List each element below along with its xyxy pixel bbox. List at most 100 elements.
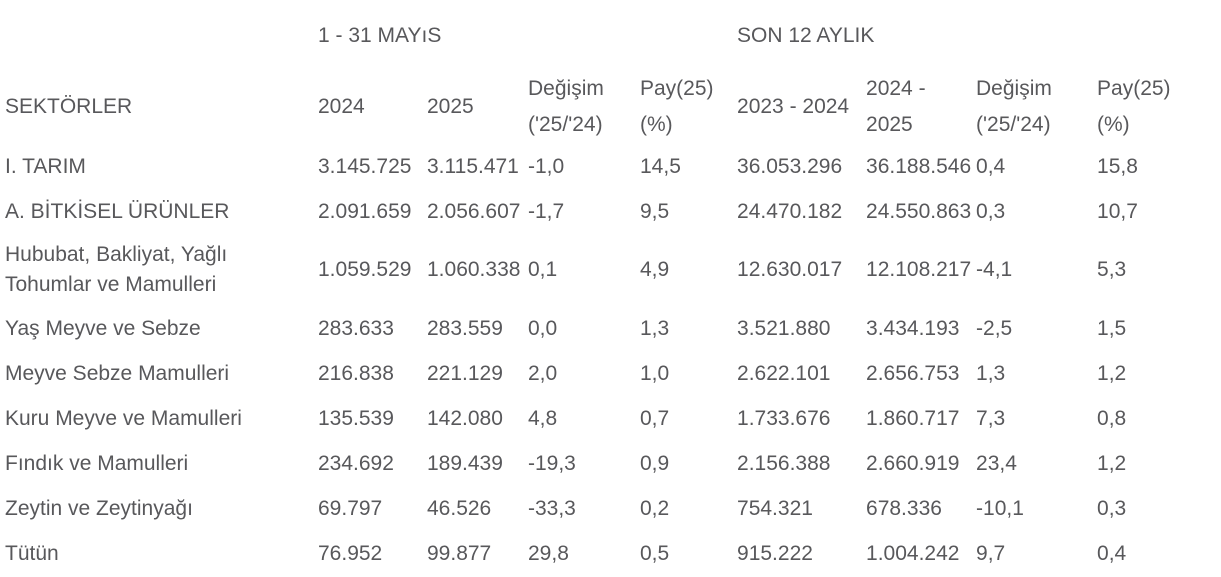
group-header-empty <box>5 6 318 56</box>
value-cell: 0,8 <box>1097 406 1127 430</box>
value-cell: 2.656.753 <box>866 361 960 385</box>
value-cell: 5,3 <box>1097 258 1127 281</box>
table-row: A. BİTKİSEL ÜRÜNLER 2.091.659 2.056.607 -1,… <box>5 189 1221 234</box>
value-cell: 135.539 <box>318 406 394 430</box>
value-cell: 915.222 <box>737 541 813 565</box>
column-header-line2: (%) <box>1097 113 1130 136</box>
column-header-sector: SEKTÖRLER <box>5 56 318 144</box>
group-header-may: 1 - 31 MAYıS <box>318 6 737 56</box>
value-cell: 0,3 <box>976 199 1006 223</box>
value-cell: 3.521.880 <box>737 316 831 340</box>
column-header-line1: Değişim <box>528 77 604 100</box>
table-body: I. TARIM 3.145.725 3.115.471 -1,0 14,5 36.053… <box>5 144 1221 576</box>
value-cell: 0,4 <box>976 154 1006 178</box>
value-cell: 0,0 <box>528 316 558 340</box>
column-header-line2: ('25/'24) <box>976 113 1051 136</box>
column-header-line1: 2024 - <box>866 77 926 100</box>
column-header-row: SEKTÖRLER 2024 2025 Değişim ('25/'24) Pay(25)… <box>5 56 1221 144</box>
value-cell: 1.060.338 <box>427 258 521 281</box>
value-cell: 29,8 <box>528 541 569 565</box>
value-cell: 142.080 <box>427 406 503 430</box>
value-cell: -33,3 <box>528 496 576 520</box>
value-cell: 1,3 <box>976 361 1006 385</box>
value-cell: 4,8 <box>528 406 558 430</box>
column-header-last12-2024-2025: 2024 - 2025 <box>866 56 976 144</box>
column-header-line1: Değişim <box>976 77 1052 100</box>
value-cell: 2.156.388 <box>737 451 831 475</box>
group-header-may-label: 1 - 31 MAYıS <box>318 24 442 47</box>
value-cell: 36.053.296 <box>737 154 843 178</box>
value-cell: 283.559 <box>427 316 503 340</box>
column-header-line1: Pay(25) <box>640 77 714 100</box>
sector-cell: I. TARIM <box>5 154 86 178</box>
value-cell: 4,9 <box>640 258 670 281</box>
sector-cell: Meyve Sebze Mamulleri <box>5 361 230 385</box>
value-cell: 2,0 <box>528 361 558 385</box>
value-cell: 24.550.863 <box>866 199 972 223</box>
value-cell: 754.321 <box>737 496 813 520</box>
value-cell: -19,3 <box>528 451 576 475</box>
value-cell: 69.797 <box>318 496 383 520</box>
sector-cell: A. BİTKİSEL ÜRÜNLER <box>5 199 230 223</box>
group-header-last-12-months-label: SON 12 AYLIK <box>737 24 875 47</box>
column-header-line2: ('25/'24) <box>528 113 603 136</box>
table-row: Yaş Meyve ve Sebze 283.633 283.559 0,0 1,3 3.… <box>5 306 1221 351</box>
table-row: Hububat, Bakliyat, Yağlı Tohumlar ve Mam… <box>5 234 1221 306</box>
value-cell: 1,3 <box>640 316 670 340</box>
column-header-may-change: Değişim ('25/'24) <box>528 56 640 144</box>
column-header-line1: 2023 - 2024 <box>737 95 850 118</box>
value-cell: 36.188.546 <box>866 154 972 178</box>
value-cell: 283.633 <box>318 316 394 340</box>
value-cell: 12.630.017 <box>737 258 843 281</box>
value-cell: -1,0 <box>528 154 565 178</box>
column-header-may-share: Pay(25) (%) <box>640 56 737 144</box>
value-cell: 1,2 <box>1097 451 1127 475</box>
value-cell: 10,7 <box>1097 199 1138 223</box>
column-header-last12-share: Pay(25) (%) <box>1097 56 1221 144</box>
value-cell: 12.108.217 <box>866 258 972 281</box>
value-cell: 234.692 <box>318 451 394 475</box>
value-cell: 2.622.101 <box>737 361 831 385</box>
table-header: 1 - 31 MAYıS SON 12 AYLIK SEKTÖRLER 2024 2… <box>5 6 1221 144</box>
column-header-line1: Pay(25) <box>1097 77 1171 100</box>
table-row: Kuru Meyve ve Mamulleri 135.539 142.080 4,8… <box>5 396 1221 441</box>
sector-cell: Tütün <box>5 541 59 565</box>
column-header-last12-2023-2024: 2023 - 2024 <box>737 56 866 144</box>
group-header-last-12-months: SON 12 AYLIK <box>737 6 1221 56</box>
value-cell: 23,4 <box>976 451 1017 475</box>
sector-cell: Kuru Meyve ve Mamulleri <box>5 406 242 430</box>
value-cell: 2.091.659 <box>318 199 412 223</box>
value-cell: 1.059.529 <box>318 258 412 281</box>
column-header-last12-change: Değişim ('25/'24) <box>976 56 1097 144</box>
export-sectors-table: 1 - 31 MAYıS SON 12 AYLIK SEKTÖRLER 2024 2… <box>5 6 1221 576</box>
column-header-line1: SEKTÖRLER <box>5 95 133 118</box>
value-cell: 24.470.182 <box>737 199 843 223</box>
sector-cell: Yaş Meyve ve Sebze <box>5 316 201 340</box>
value-cell: 14,5 <box>640 154 681 178</box>
value-cell: 9,5 <box>640 199 670 223</box>
table-row: Zeytin ve Zeytinyağı 69.797 46.526 -33,3 0,2… <box>5 486 1221 531</box>
value-cell: 15,8 <box>1097 154 1138 178</box>
value-cell: 0,5 <box>640 541 670 565</box>
value-cell: 0,9 <box>640 451 670 475</box>
column-header-line1: 2025 <box>427 95 474 118</box>
value-cell: 9,7 <box>976 541 1006 565</box>
value-cell: 678.336 <box>866 496 942 520</box>
value-cell: -2,5 <box>976 316 1013 340</box>
sector-cell: Hububat, Bakliyat, Yağlı Tohumlar ve Mam… <box>5 243 228 296</box>
value-cell: 0,4 <box>1097 541 1127 565</box>
value-cell: 1,2 <box>1097 361 1127 385</box>
value-cell: 1,5 <box>1097 316 1127 340</box>
value-cell: -10,1 <box>976 496 1024 520</box>
table-row: Fındık ve Mamulleri 234.692 189.439 -19,3 0,… <box>5 441 1221 486</box>
value-cell: 0,2 <box>640 496 670 520</box>
value-cell: 2.660.919 <box>866 451 960 475</box>
value-cell: 189.439 <box>427 451 503 475</box>
value-cell: 3.434.193 <box>866 316 960 340</box>
value-cell: 221.129 <box>427 361 503 385</box>
value-cell: 46.526 <box>427 496 492 520</box>
sector-cell: Zeytin ve Zeytinyağı <box>5 496 193 520</box>
value-cell: 99.877 <box>427 541 492 565</box>
value-cell: 1.733.676 <box>737 406 831 430</box>
value-cell: 1,0 <box>640 361 670 385</box>
